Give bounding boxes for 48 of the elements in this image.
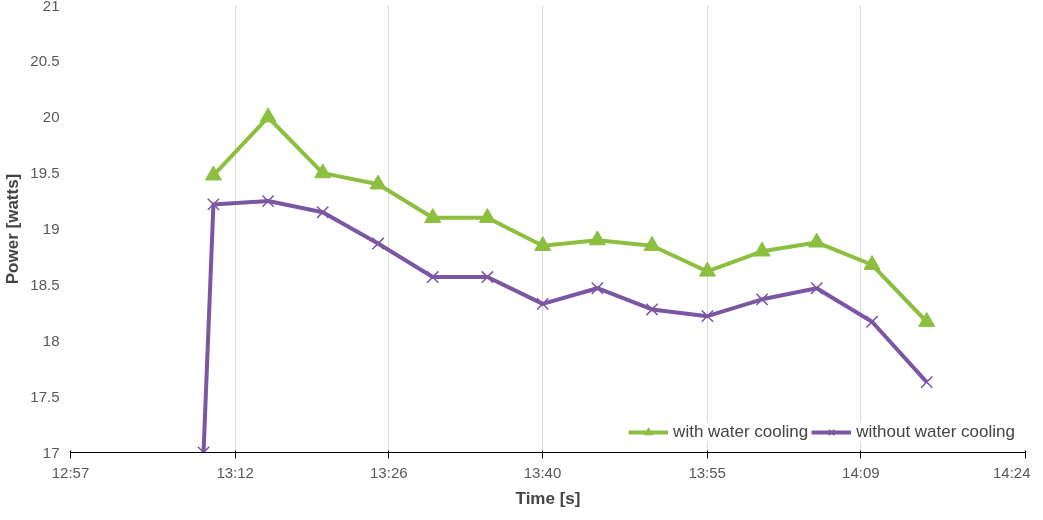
- point: [920, 375, 934, 389]
- point: [259, 107, 277, 123]
- point: [261, 194, 275, 208]
- y-tick-label: 20.5: [30, 52, 60, 70]
- point: [534, 236, 552, 251]
- x-tick-label: 13:26: [370, 463, 408, 481]
- y-tick-label: 19: [42, 220, 60, 237]
- point: [204, 165, 222, 181]
- x-axis-title: Time [s]: [515, 488, 581, 508]
- x-tick-label: 13:55: [688, 463, 726, 481]
- point: [865, 315, 879, 329]
- point: [700, 309, 714, 323]
- y-tick-label: 17: [42, 443, 60, 461]
- point: [426, 270, 440, 284]
- point: [369, 174, 387, 190]
- y-axis-title: Power [watts]: [3, 173, 23, 285]
- point: [918, 312, 936, 327]
- point: [643, 236, 661, 251]
- x-tick-label: 13:40: [523, 463, 562, 481]
- point: [314, 163, 332, 179]
- point: [481, 270, 494, 284]
- point: [588, 230, 606, 246]
- point: [316, 205, 330, 219]
- y-tick-label: 21: [42, 0, 60, 14]
- legend-label: with water cooling: [673, 422, 809, 442]
- point: [371, 237, 385, 250]
- point: [424, 208, 442, 223]
- point: [536, 297, 550, 311]
- point: [478, 208, 496, 223]
- x-tick-label: 14:09: [842, 463, 880, 481]
- x-tick-label: 12:57: [51, 463, 90, 481]
- point: [810, 281, 824, 295]
- point: [753, 241, 771, 257]
- y-tick-label: 17.5: [30, 387, 60, 405]
- point: [645, 303, 659, 316]
- point: [755, 293, 769, 306]
- y-tick-label: 19.5: [30, 164, 60, 182]
- x-tick-label: 14:24: [992, 463, 1031, 481]
- point: [698, 261, 716, 277]
- point: [808, 232, 826, 248]
- legend-label: without water cooling: [856, 422, 1015, 442]
- point: [207, 198, 220, 211]
- point: [863, 255, 881, 270]
- x-tick-label: 13:12: [216, 463, 254, 481]
- y-tick-label: 18.5: [30, 275, 60, 293]
- y-tick-label: 20: [42, 108, 60, 126]
- y-tick-label: 18: [42, 331, 60, 349]
- point: [590, 281, 604, 295]
